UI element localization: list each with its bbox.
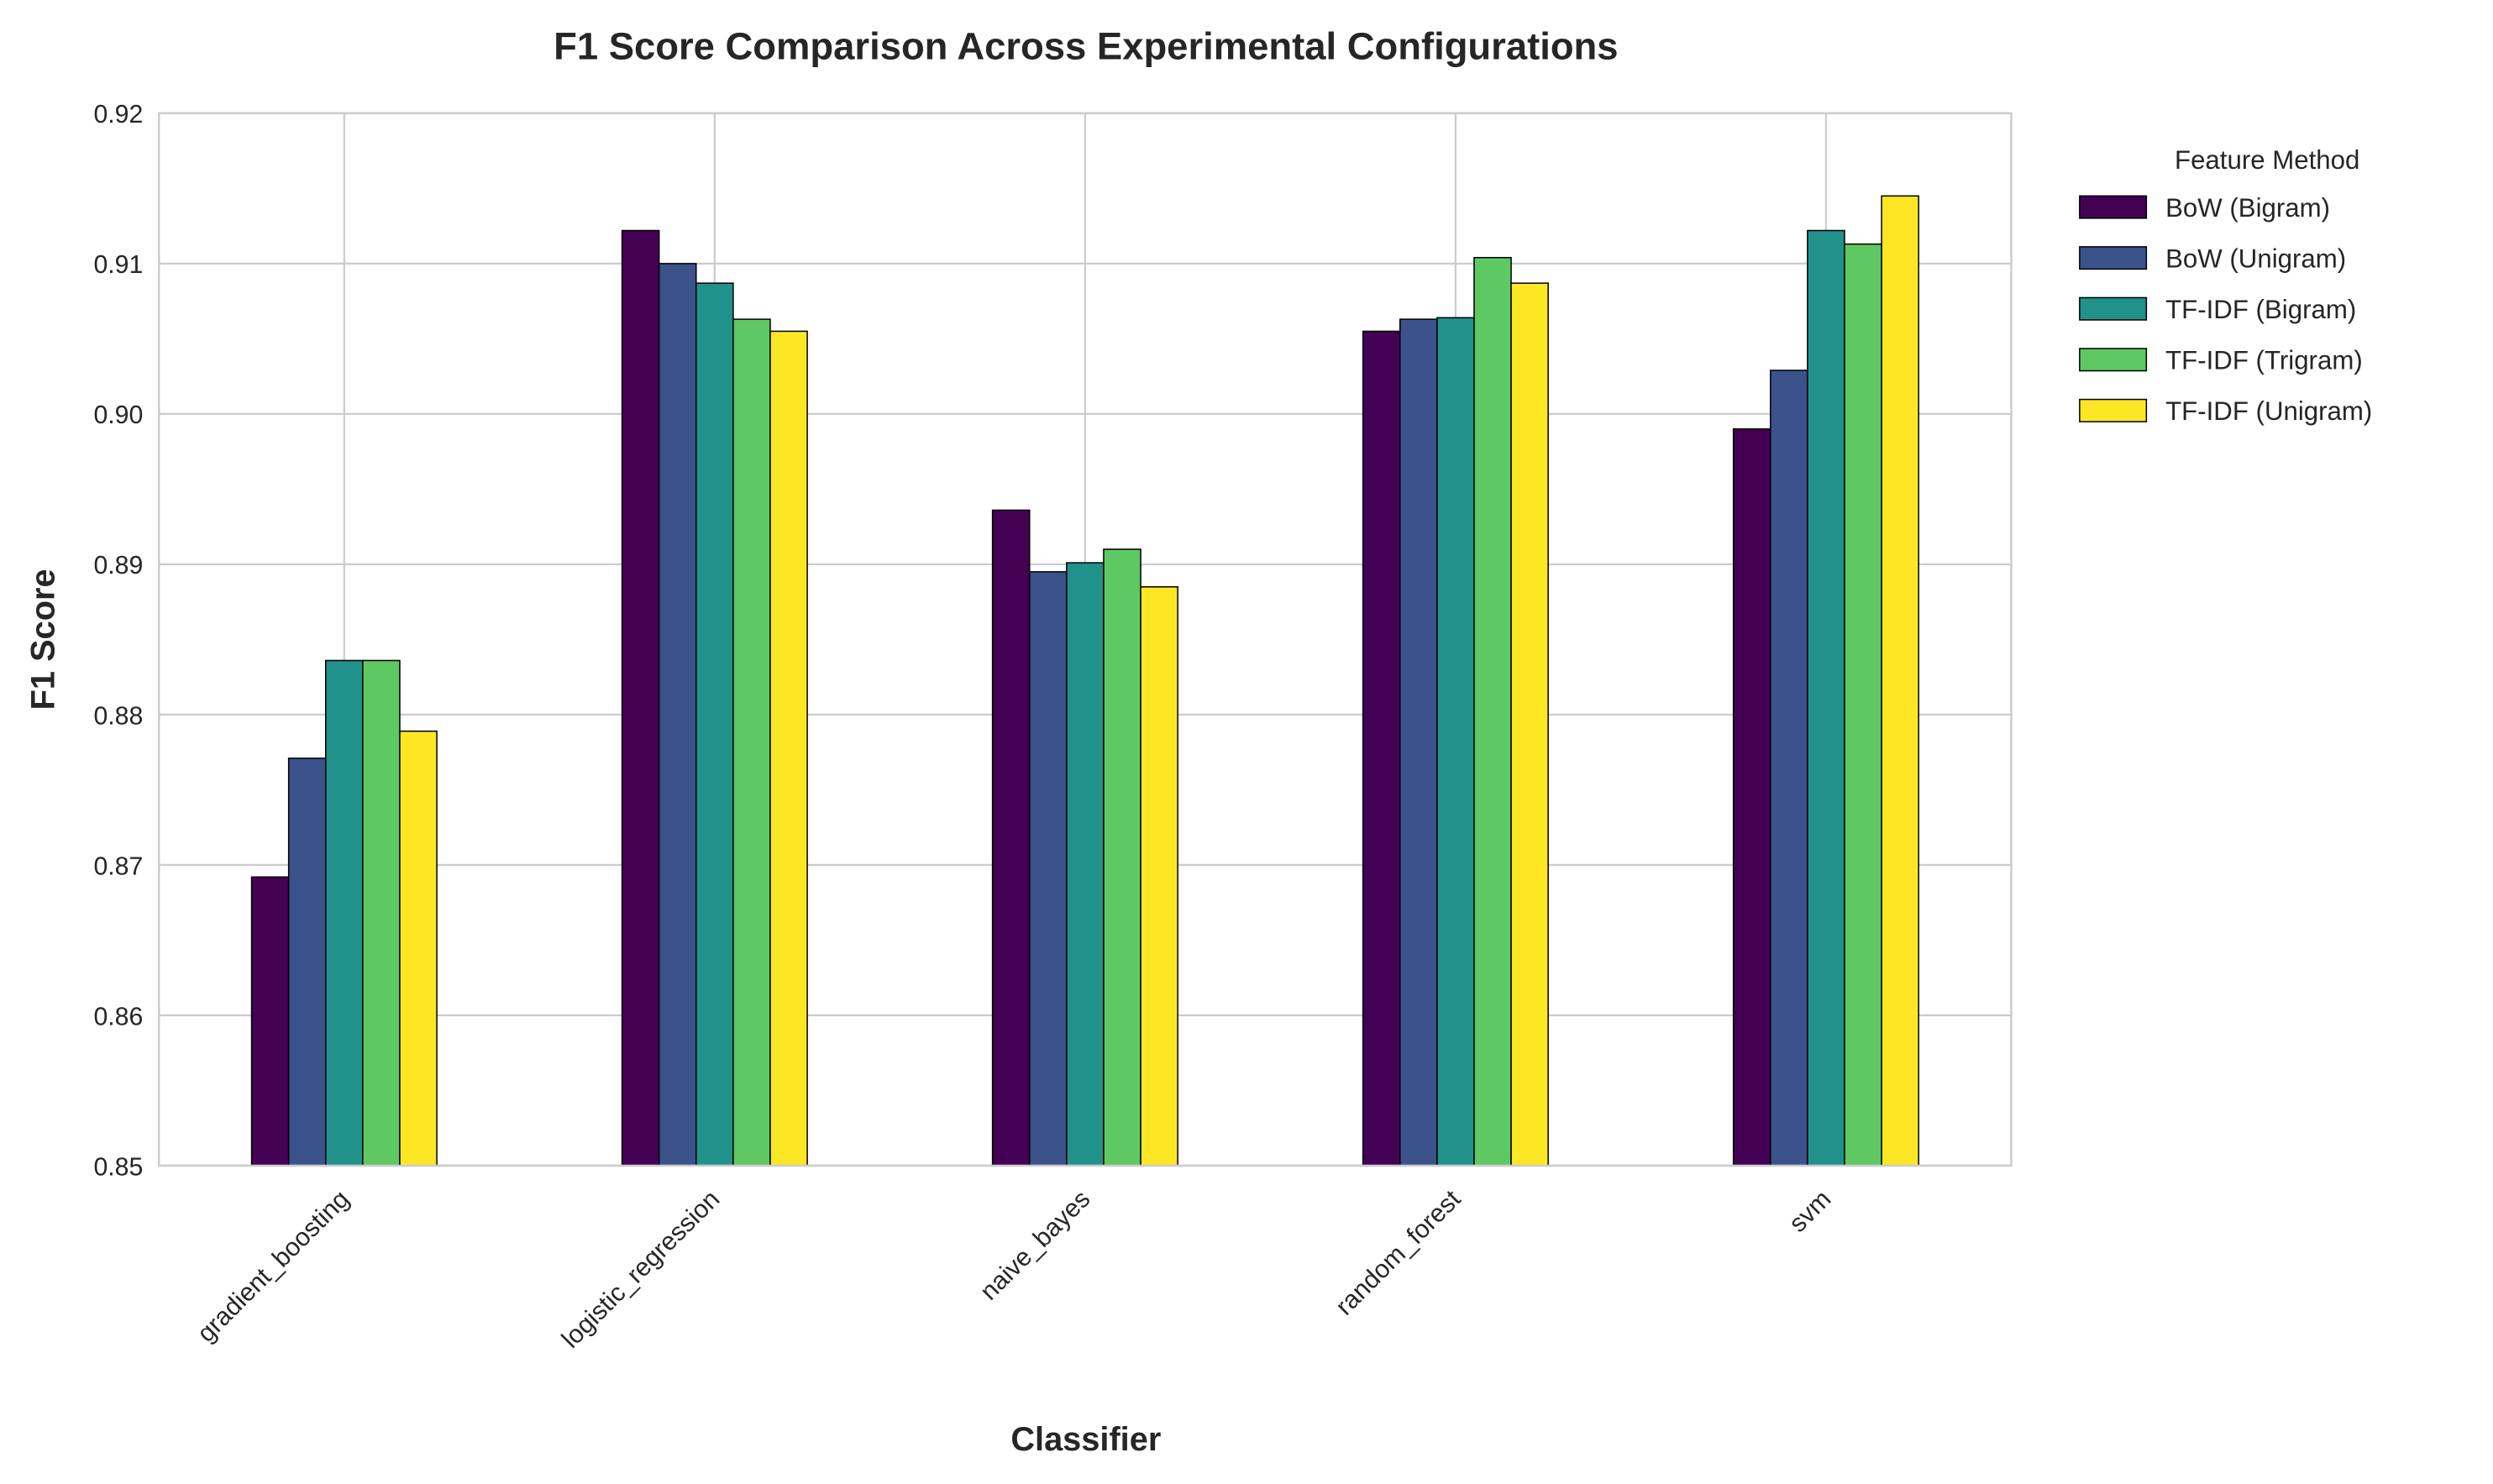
bar-naive_bayes-3	[1103, 548, 1142, 1167]
legend: Feature Method BoW (Bigram) BoW (Unigram)…	[2079, 145, 2372, 426]
bar-random_forest-2	[1436, 317, 1475, 1167]
y-tick-label: 0.86	[93, 1003, 143, 1030]
legend-swatch	[2079, 246, 2148, 270]
bar-gradient_boosting-1	[287, 758, 327, 1167]
plot-frame	[158, 112, 2013, 1167]
bar-logistic_regression-4	[769, 330, 808, 1167]
legend-label: TF-IDF (Bigram)	[2165, 295, 2356, 324]
bar-logistic_regression-2	[695, 282, 734, 1167]
bar-naive_bayes-2	[1066, 562, 1105, 1167]
legend-swatch	[2079, 195, 2148, 219]
legend-label: TF-IDF (Trigram)	[2165, 346, 2363, 375]
bar-svm-3	[1844, 243, 1882, 1167]
bar-svm-4	[1881, 195, 1919, 1167]
y-tick-label: 0.90	[93, 401, 143, 429]
y-tick-labels: 0.85 0.86 0.87 0.88 0.89 0.90 0.91 0.92	[93, 101, 143, 1181]
x-axis-label: Classifier	[1010, 1421, 1161, 1458]
bar-gradient_boosting-2	[324, 659, 364, 1167]
x-tick-label: random_forest	[1330, 1185, 1467, 1321]
bar-naive_bayes-1	[1028, 571, 1068, 1167]
y-tick-label: 0.88	[93, 702, 143, 730]
chart-title: F1 Score Comparison Across Experimental …	[554, 25, 1618, 68]
x-tick-label: gradient_boosting	[192, 1185, 354, 1347]
bar-svm-0	[1732, 428, 1771, 1167]
y-tick-label: 0.91	[93, 251, 143, 279]
legend-label: TF-IDF (Unigram)	[2165, 396, 2372, 426]
bar-gradient_boosting-3	[362, 659, 401, 1167]
bar-random_forest-3	[1473, 256, 1512, 1167]
y-tick-label: 0.85	[93, 1153, 143, 1181]
bar-gradient_boosting-4	[399, 730, 438, 1167]
bar-logistic_regression-3	[732, 318, 771, 1167]
legend-title: Feature Method	[2175, 145, 2359, 175]
legend-label: BoW (Unigram)	[2165, 244, 2346, 273]
x-tick-label: naive_bayes	[975, 1185, 1096, 1306]
y-tick-label: 0.87	[93, 852, 143, 880]
bar-logistic_regression-1	[658, 263, 697, 1167]
bar-svm-1	[1770, 370, 1808, 1167]
bar-random_forest-0	[1362, 330, 1401, 1167]
x-tick-label: svm	[1784, 1185, 1837, 1238]
legend-label: BoW (Bigram)	[2165, 193, 2330, 223]
bars	[250, 195, 1919, 1167]
legend-swatch	[2079, 296, 2148, 321]
bar-gradient_boosting-0	[250, 876, 290, 1167]
bar-random_forest-1	[1399, 318, 1438, 1167]
y-tick-label: 0.89	[93, 552, 143, 579]
bar-naive_bayes-0	[991, 509, 1031, 1167]
bar-logistic_regression-0	[621, 229, 660, 1167]
legend-swatch	[2079, 398, 2148, 422]
x-tick-labels: gradient_boosting logistic_regression naiv…	[192, 1185, 1837, 1354]
bar-svm-2	[1807, 229, 1845, 1167]
y-tick-label: 0.92	[93, 101, 143, 128]
x-tick-label: logistic_regression	[557, 1185, 726, 1354]
legend-swatch	[2079, 348, 2148, 372]
bar-random_forest-4	[1510, 282, 1549, 1167]
y-axis-label: F1 Score	[24, 569, 61, 710]
bar-naive_bayes-4	[1140, 585, 1178, 1167]
